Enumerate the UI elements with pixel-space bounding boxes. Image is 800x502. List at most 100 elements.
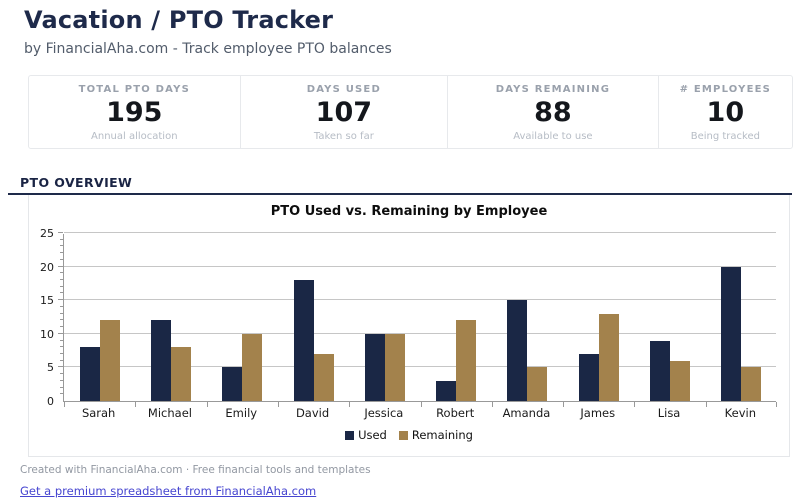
bar-used-david: [293, 280, 314, 401]
bar-used-michael: [150, 320, 171, 401]
y-tick: [60, 346, 63, 348]
stat-card-num-employees: # EMPLOYEES 10 Being tracked: [657, 76, 792, 148]
x-category-label: Emily: [225, 406, 258, 420]
y-tick: [60, 379, 63, 381]
x-axis-labels: Sarah Michael Emily David Jessica Robert Amand…: [63, 406, 776, 422]
stat-label: # EMPLOYEES: [679, 84, 772, 96]
section-divider: [8, 193, 792, 195]
y-tick: [60, 285, 63, 287]
y-tick: [60, 393, 63, 395]
chart-legend: Used Remaining: [29, 428, 789, 442]
y-tick-label: 20: [40, 260, 54, 274]
stat-value: 107: [315, 97, 373, 129]
bar-remaining-jessica: [384, 333, 405, 401]
y-tick-label: 15: [40, 294, 54, 308]
y-tick: [60, 339, 63, 341]
legend-swatch-icon: [345, 430, 355, 440]
footer-credit: Created with FinancialAha.com · Free fin…: [20, 464, 371, 476]
stat-label: TOTAL PTO DAYS: [78, 84, 190, 96]
pto-chart-panel: PTO Used vs. Remaining by Employee 0 5 10 1…: [28, 195, 790, 457]
chart-title: PTO Used vs. Remaining by Employee: [270, 204, 548, 219]
bar-used-amanda: [507, 300, 528, 401]
y-tick: [60, 279, 63, 281]
legend-swatch-icon: [398, 430, 408, 440]
x-tick: [349, 402, 351, 407]
page-subtitle: by FinancialAha.com - Track employee PTO…: [24, 41, 392, 57]
legend-item-remaining: Remaining: [398, 428, 473, 442]
stats-row: TOTAL PTO DAYS 195 Annual allocation DAY…: [28, 75, 793, 149]
x-category-label: Kevin: [724, 406, 756, 420]
y-tick: [60, 312, 63, 314]
stat-label: DAYS USED: [306, 84, 381, 96]
y-tick: [60, 386, 63, 388]
bar-remaining-lisa: [670, 360, 691, 401]
legend-label: Remaining: [411, 428, 473, 442]
gridline-20: [64, 265, 776, 267]
y-tick: [60, 373, 63, 375]
stat-card-days-remaining: DAYS REMAINING 88 Available to use: [447, 76, 658, 148]
legend-item-used: Used: [345, 428, 387, 442]
x-tick: [491, 402, 493, 407]
bar-remaining-emily: [242, 333, 263, 401]
stat-value: 10: [706, 97, 745, 129]
stat-sublabel: Taken so far: [313, 130, 374, 142]
x-category-label: Amanda: [502, 406, 551, 420]
x-tick: [705, 402, 707, 407]
x-tick: [634, 402, 636, 407]
gridline-25: [64, 232, 776, 233]
bar-used-jessica: [364, 333, 385, 401]
stat-sublabel: Available to use: [513, 130, 593, 142]
y-axis-labels: 0 5 10 15 20 25: [29, 195, 57, 457]
gridline-10: [64, 332, 776, 334]
bar-used-kevin: [721, 266, 742, 401]
y-tick: [60, 272, 63, 274]
premium-link[interactable]: Get a premium spreadsheet from Financial…: [20, 484, 317, 498]
x-tick: [277, 402, 279, 407]
x-tick: [135, 402, 137, 407]
y-tick: [60, 305, 63, 307]
x-tick: [420, 402, 422, 407]
gridline-5: [64, 366, 776, 368]
y-tick: [60, 319, 63, 321]
y-tick: [58, 299, 63, 301]
y-tick: [60, 359, 63, 361]
x-category-label: Sarah: [81, 406, 116, 420]
stat-value: 195: [106, 97, 163, 129]
y-tick: [60, 292, 63, 294]
bar-remaining-kevin: [741, 367, 762, 401]
y-tick-label: 10: [40, 327, 54, 341]
legend-label: Used: [358, 428, 387, 442]
bar-remaining-david: [313, 353, 334, 401]
section-title: PTO OVERVIEW: [20, 175, 133, 190]
y-tick-label: 5: [47, 361, 54, 375]
x-category-label: Jessica: [364, 406, 404, 420]
x-tick: [776, 402, 777, 407]
bar-remaining-james: [598, 313, 619, 401]
y-tick-label: 25: [40, 227, 54, 240]
gridline-15: [64, 299, 776, 301]
y-tick: [60, 252, 63, 254]
x-category-label: Robert: [436, 406, 475, 420]
bar-remaining-sarah: [99, 320, 120, 401]
stat-card-total-pto-days: TOTAL PTO DAYS 195 Annual allocation: [29, 76, 240, 148]
bar-used-lisa: [650, 340, 671, 401]
bar-remaining-robert: [456, 320, 477, 401]
stat-card-days-used: DAYS USED 107 Taken so far: [239, 76, 448, 148]
bar-used-robert: [436, 380, 457, 401]
bar-used-sarah: [79, 347, 100, 401]
page-title: Vacation / PTO Tracker: [24, 6, 334, 34]
stat-sublabel: Annual allocation: [91, 130, 178, 142]
y-tick: [58, 366, 63, 368]
x-tick: [206, 402, 208, 407]
y-tick: [60, 326, 63, 328]
bar-used-emily: [222, 367, 243, 401]
y-tick: [60, 352, 63, 354]
stat-value: 88: [534, 97, 572, 129]
stat-sublabel: Being tracked: [690, 130, 760, 142]
y-tick: [58, 232, 63, 233]
x-category-label: Lisa: [657, 406, 681, 420]
stat-label: DAYS REMAINING: [495, 84, 611, 96]
x-category-label: James: [580, 406, 616, 420]
y-tick: [60, 258, 63, 260]
